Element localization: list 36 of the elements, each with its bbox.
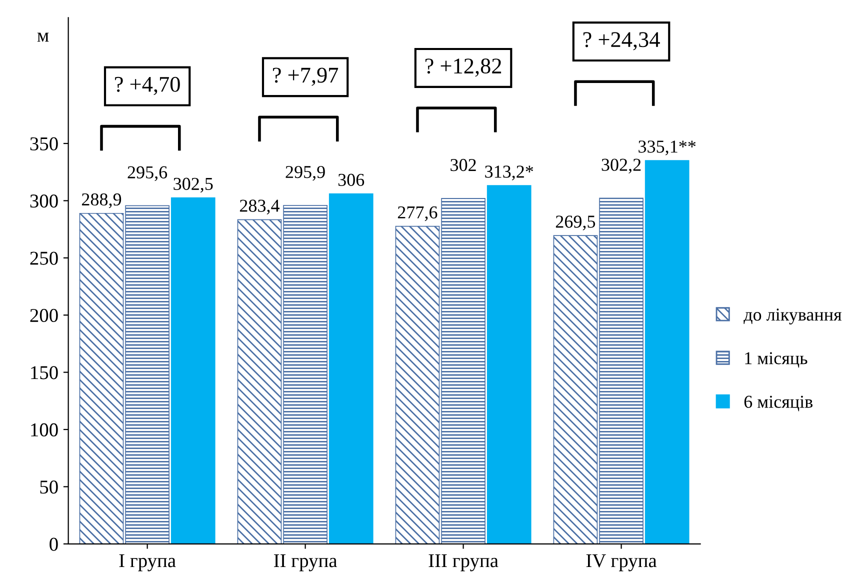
data-label: 302 xyxy=(450,158,476,172)
annotation: ? +24,34 xyxy=(583,32,660,50)
annotation: ? +4,70 xyxy=(115,76,180,96)
data-label: 283,4 xyxy=(240,200,280,214)
legend-label: 1 місяць xyxy=(745,352,808,368)
data-label: 295,9 xyxy=(286,166,325,181)
bar xyxy=(170,197,216,544)
y-tick-label: 200 xyxy=(30,308,58,322)
x-tick-label: I група xyxy=(119,554,176,572)
x-tick-label: IV група xyxy=(586,554,657,572)
data-label: 269,5 xyxy=(556,216,596,230)
bar xyxy=(644,160,690,544)
data-label: 313,2* xyxy=(485,166,534,180)
data-label: 306 xyxy=(338,174,364,186)
x-tick-label: III група xyxy=(428,554,498,572)
y-tick-label: 150 xyxy=(31,366,58,380)
legend-label: 6 місяців xyxy=(744,396,813,412)
y-axis-title: м xyxy=(37,32,49,42)
data-label: 335,1** xyxy=(638,140,696,156)
y-tick-label: 0 xyxy=(50,538,58,551)
y-tick-label: 300 xyxy=(30,194,58,208)
bar xyxy=(328,193,374,544)
data-label: 302,5 xyxy=(174,178,213,193)
y-tick-label: 350 xyxy=(30,137,58,150)
y-tick-label: 100 xyxy=(31,423,58,436)
bar xyxy=(486,185,532,544)
annotation: ? +12,82 xyxy=(425,58,502,77)
data-label: 277,6 xyxy=(398,206,438,222)
legend-label: до лікування xyxy=(744,308,842,324)
data-label: 288,9 xyxy=(82,193,122,208)
data-label: 302,2 xyxy=(602,158,641,174)
x-tick-label: II група xyxy=(274,554,338,572)
data-label: 295,6 xyxy=(128,166,168,182)
annotation: ? +7,97 xyxy=(273,68,338,86)
y-tick-label: 50 xyxy=(40,480,58,494)
y-tick-label: 250 xyxy=(30,252,58,265)
